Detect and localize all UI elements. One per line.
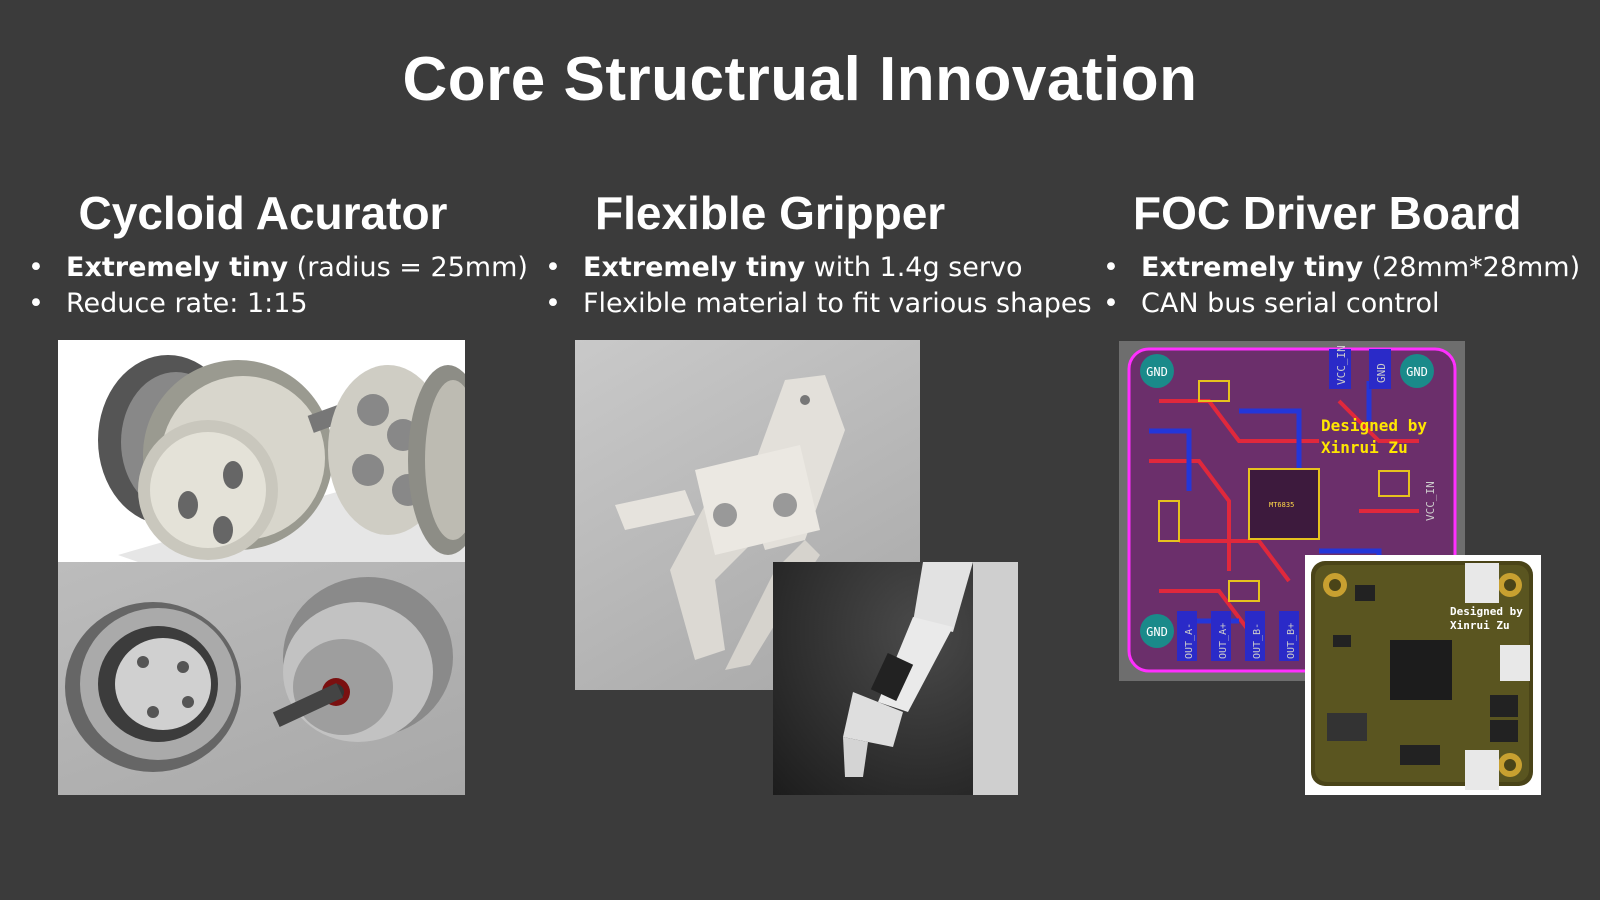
bullet-list: Extremely tiny (28mm*28mm) CAN bus seria…	[1103, 250, 1580, 322]
column-foc-driver-board: FOC Driver Board Extremely tiny (28mm*28…	[1103, 186, 1580, 322]
pcb-designer-name: Xinrui Zu	[1321, 438, 1408, 457]
column-cycloid-actuator: Cycloid Acurator Extremely tiny (radius …	[28, 186, 528, 322]
column-heading: Cycloid Acurator	[78, 187, 448, 239]
column-flexible-gripper: Flexible Gripper Extremely tiny with 1.4…	[545, 186, 1092, 322]
gnd-pad-label: GND	[1146, 365, 1168, 379]
pcb-layout-image: MT6835 GND GND GND VCC_IN GND VCC_IN OUT…	[1119, 341, 1465, 681]
bullet-list: Extremely tiny (radius = 25mm) Reduce ra…	[28, 250, 528, 322]
pcb-net-label: OUT_A-	[1184, 623, 1195, 659]
pcb-net-label: GND	[1375, 363, 1388, 383]
column-heading: Flexible Gripper	[595, 187, 946, 239]
bullet-item: CAN bus serial control	[1103, 286, 1573, 322]
pcb-net-label: VCC_IN	[1335, 345, 1348, 385]
pcb-render-designed-by: Designed by	[1450, 605, 1523, 618]
pcb-designed-by: Designed by	[1321, 416, 1427, 435]
cycloid-exploded-render	[58, 340, 465, 562]
pcb-chip-label: MT6835	[1269, 501, 1294, 509]
bullet-item: Extremely tiny (28mm*28mm)	[1103, 250, 1580, 286]
gnd-pad-label: GND	[1406, 365, 1428, 379]
gripper-render	[575, 340, 920, 690]
column-heading: FOC Driver Board	[1133, 187, 1522, 239]
bullet-item: Flexible material to fit various shapes	[545, 286, 1092, 322]
gnd-pad-label: GND	[1146, 625, 1168, 639]
cycloid-metal-render	[58, 562, 465, 795]
pcb-3d-render: Designed by Xinrui Zu	[1305, 555, 1541, 795]
pcb-net-label: OUT_B+	[1286, 623, 1297, 659]
slide-title: Core Structrual Innovation	[402, 45, 1198, 114]
pcb-net-label: OUT_A+	[1218, 623, 1229, 659]
pcb-render-designer-name: Xinrui Zu	[1450, 619, 1510, 632]
bullet-item: Extremely tiny (radius = 25mm)	[28, 250, 528, 286]
robot-arm-photo	[773, 562, 1018, 795]
pcb-net-label: VCC_IN	[1424, 481, 1437, 521]
pcb-net-label: OUT_B-	[1252, 623, 1263, 659]
bullet-list: Extremely tiny with 1.4g servo Flexible …	[545, 250, 1092, 322]
bullet-item: Reduce rate: 1:15	[28, 286, 498, 322]
bullet-item: Extremely tiny with 1.4g servo	[545, 250, 1045, 286]
